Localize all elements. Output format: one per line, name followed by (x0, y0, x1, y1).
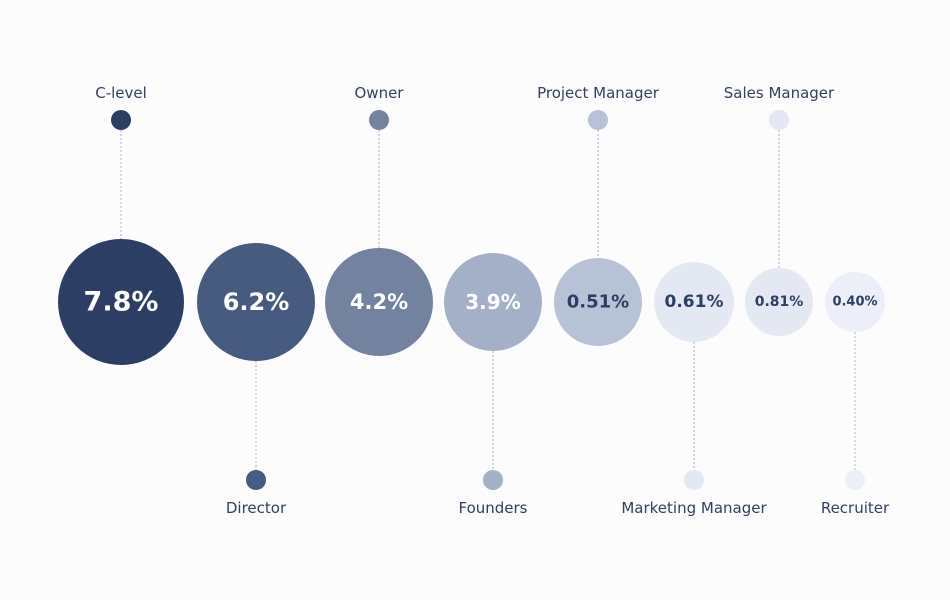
marker-dot (246, 470, 266, 490)
bubble-value-label: 7.8% (84, 287, 159, 318)
bubble-value-label: 6.2% (223, 288, 290, 316)
role-label: Project Manager (537, 84, 660, 102)
bubble-value-label: 0.61% (665, 292, 724, 312)
bubble-value-label: 0.81% (755, 294, 804, 310)
marker-dot (769, 110, 789, 130)
bubble (554, 258, 642, 346)
marker-dot (111, 110, 131, 130)
role-label: C-level (95, 84, 147, 102)
marker-dots (111, 110, 865, 490)
bubble-value-label: 0.40% (832, 295, 877, 310)
role-label: Recruiter (821, 499, 890, 517)
marker-dot (684, 470, 704, 490)
bubble (325, 248, 433, 356)
role-label: Sales Manager (724, 84, 835, 102)
bubble (825, 272, 885, 332)
bubble-value-label: 0.51% (567, 292, 629, 313)
marker-dot (845, 470, 865, 490)
bubbles: 7.8% 6.2% 4.2% 3.9% 0.51% 0.61% 0.81% 0.40% (58, 239, 885, 365)
role-labels: C-level Director Owner Founders Project Mana… (95, 84, 890, 517)
bubble (654, 262, 734, 342)
marker-dot (483, 470, 503, 490)
role-label: Founders (458, 499, 527, 517)
connector-lines (120, 130, 856, 470)
bubble (444, 253, 542, 351)
bubble-value-label: 4.2% (350, 290, 408, 314)
bubble (58, 239, 184, 365)
bubble-value-label: 3.9% (465, 290, 520, 314)
bubble (745, 268, 813, 336)
marker-dot (369, 110, 389, 130)
bubble (197, 243, 315, 361)
role-label: Director (226, 499, 287, 517)
marker-dot (588, 110, 608, 130)
role-label: Owner (355, 84, 405, 102)
role-label: Marketing Manager (621, 499, 767, 517)
